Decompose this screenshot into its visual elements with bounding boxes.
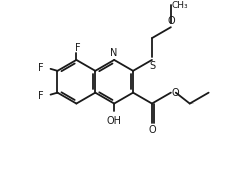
Text: O: O <box>172 88 180 98</box>
Text: F: F <box>38 91 44 101</box>
Text: F: F <box>75 43 80 53</box>
Text: N: N <box>111 49 118 58</box>
Text: F: F <box>38 63 44 73</box>
Text: CH₃: CH₃ <box>172 1 188 10</box>
Text: OH: OH <box>107 116 122 126</box>
Text: O: O <box>167 16 175 26</box>
Text: S: S <box>149 61 155 71</box>
Text: O: O <box>148 125 156 135</box>
Text: ethyl: ethyl <box>191 103 194 104</box>
